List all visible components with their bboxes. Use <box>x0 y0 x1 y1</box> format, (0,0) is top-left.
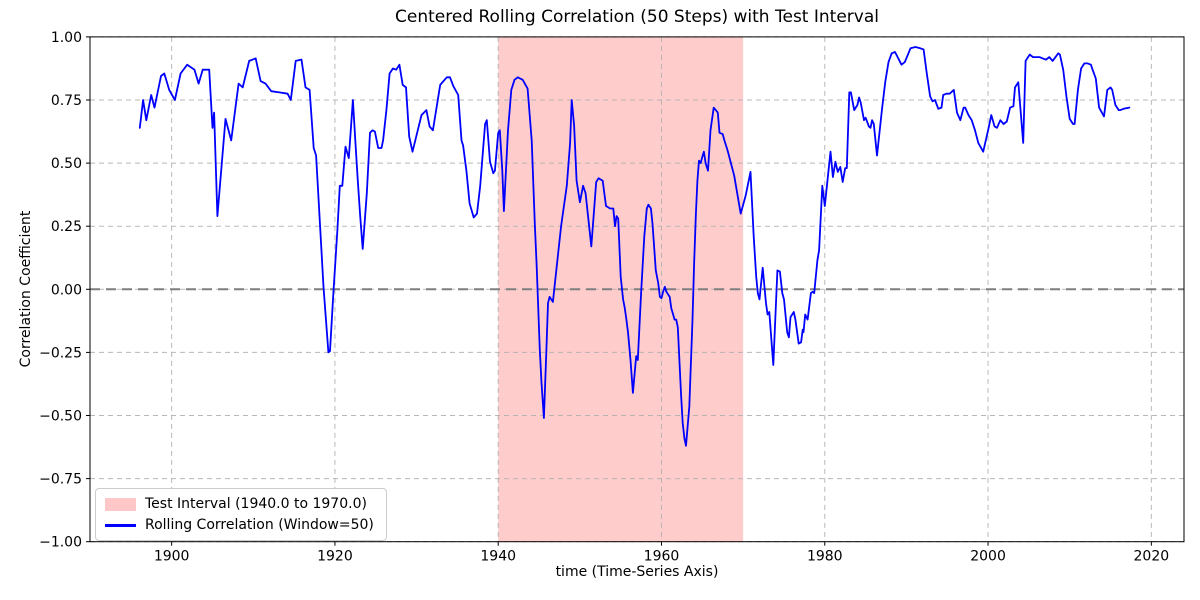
y-tick-label: −0.75 <box>39 472 82 488</box>
y-tick-label: 0.00 <box>51 282 82 298</box>
x-tick-label: 1920 <box>317 549 353 565</box>
y-tick-label: 0.50 <box>51 156 82 172</box>
x-tick-label: 2000 <box>970 549 1006 565</box>
y-tick-label: 0.75 <box>51 93 82 109</box>
x-tick-label: 1900 <box>154 549 190 565</box>
page-title: Centered Rolling Correlation (50 Steps) … <box>395 7 879 27</box>
x-tick-label: 1960 <box>644 549 680 565</box>
y-tick-label: −0.25 <box>39 345 82 361</box>
x-tick-label: 1940 <box>480 549 516 565</box>
rolling-correlation-line <box>138 46 1131 447</box>
y-tick-label: −1.00 <box>39 535 82 551</box>
legend: Test Interval (1940.0 to 1970.0) Rolling… <box>95 488 387 541</box>
y-tick-label: 1.00 <box>51 30 82 46</box>
x-axis-label: time (Time-Series Axis) <box>555 564 719 580</box>
legend-label-test-interval: Test Interval (1940.0 to 1970.0) <box>145 496 367 512</box>
legend-item-rolling-correlation: Rolling Correlation (Window=50) <box>105 517 374 533</box>
y-axis-label: Correlation Coefficient <box>18 210 34 368</box>
x-tick-label: 2020 <box>1134 549 1170 565</box>
x-tick-label: 1980 <box>807 549 843 565</box>
y-tick-label: −0.50 <box>39 409 82 425</box>
y-tick-label: 0.25 <box>51 219 82 235</box>
rolling-correlation-swatch <box>105 519 136 532</box>
test-interval-swatch <box>105 497 136 511</box>
legend-label-rolling-correlation: Rolling Correlation (Window=50) <box>145 517 374 533</box>
legend-item-test-interval: Test Interval (1940.0 to 1970.0) <box>105 496 374 512</box>
